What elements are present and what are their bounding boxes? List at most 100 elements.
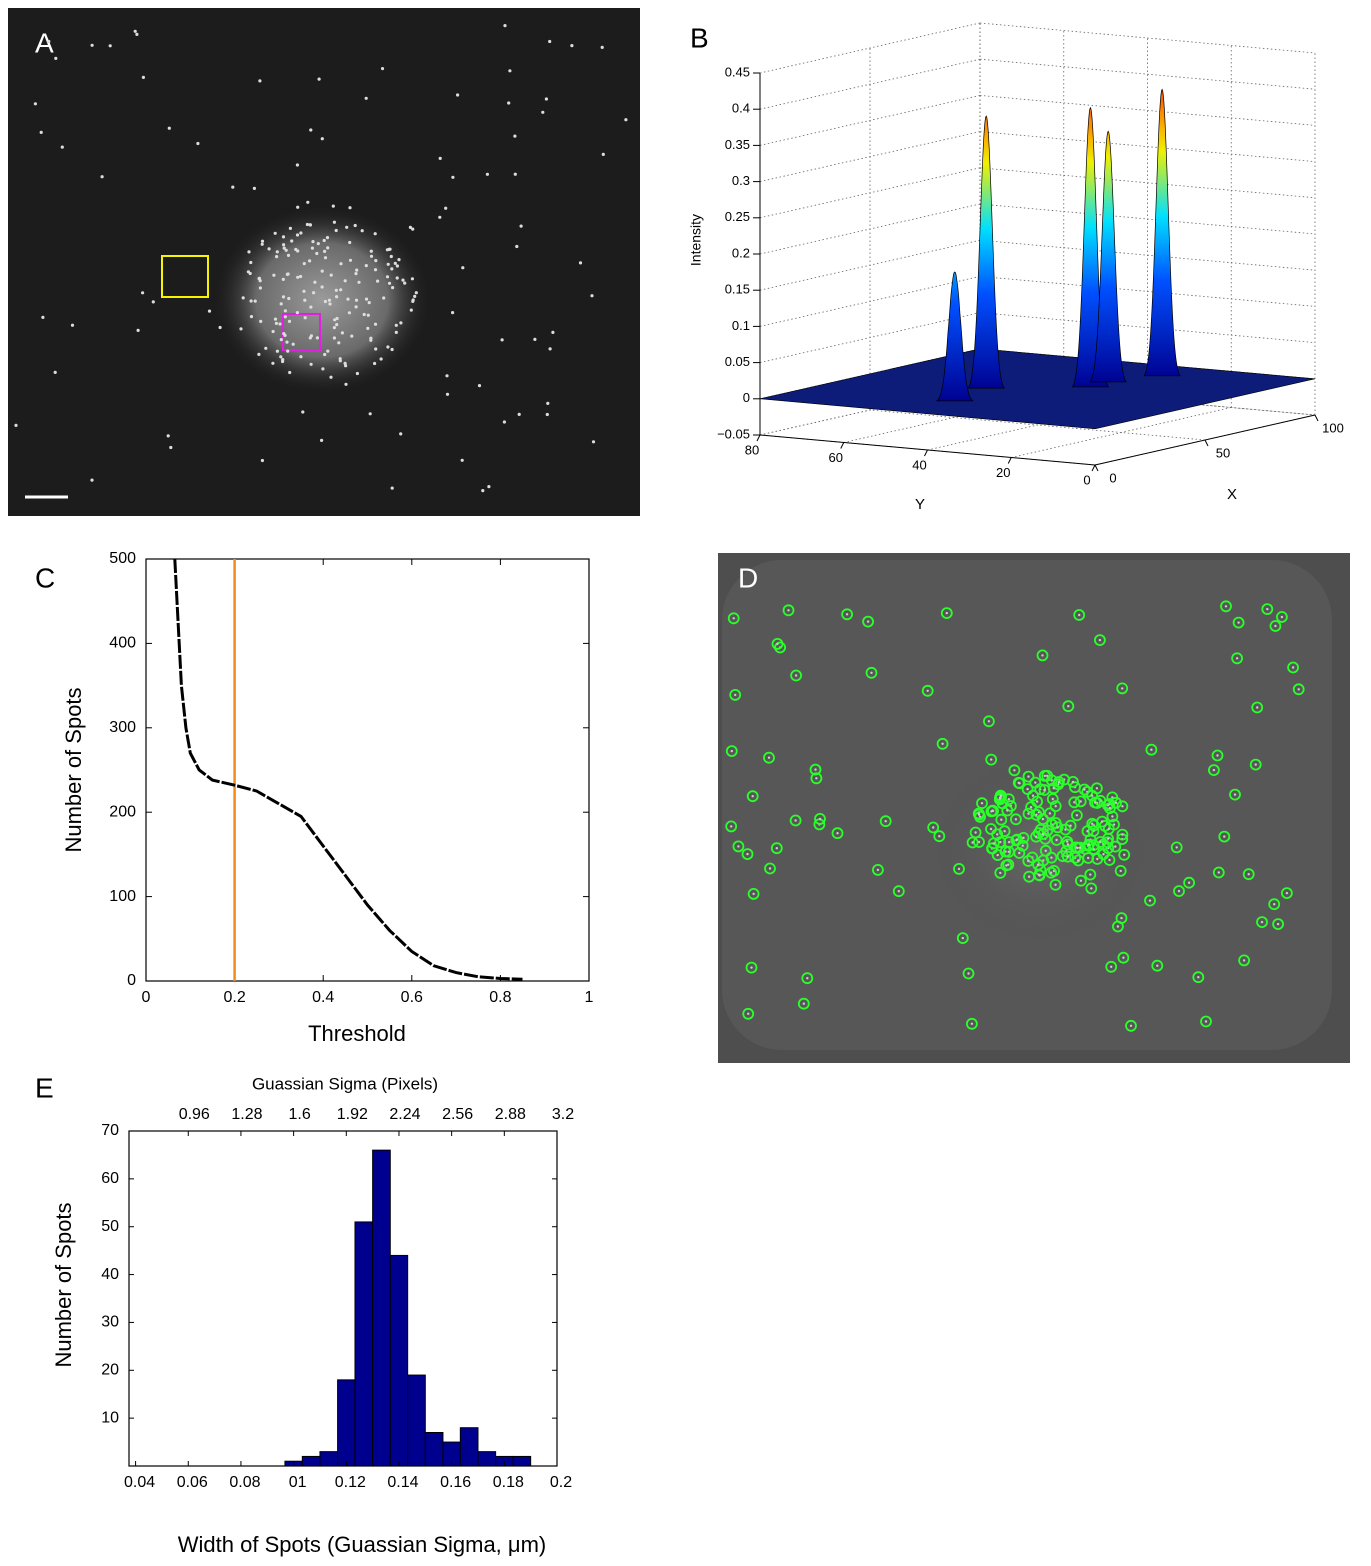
spot-center	[1121, 833, 1124, 836]
spot-center	[1007, 863, 1010, 866]
x-tick-label: 0.14	[387, 1474, 418, 1491]
spot	[347, 311, 351, 315]
spot	[362, 312, 366, 317]
spot	[141, 75, 145, 79]
surface-peak	[967, 115, 1005, 389]
spot	[258, 286, 262, 290]
detected-spot	[1208, 764, 1220, 776]
spot-center	[1027, 775, 1030, 778]
spot-center	[974, 831, 977, 834]
spot	[327, 298, 331, 302]
detected-spot	[764, 862, 776, 875]
detected-spot	[1105, 960, 1118, 973]
spot-center	[1123, 853, 1126, 856]
spot	[399, 432, 403, 436]
detected-spot	[1048, 865, 1060, 877]
spot	[207, 309, 212, 313]
detected-spot	[1276, 611, 1288, 623]
histogram-bar	[319, 1451, 339, 1467]
spot-center	[1224, 605, 1228, 608]
spot-center	[1075, 814, 1079, 817]
spot-center	[1022, 836, 1025, 840]
detected-spot	[1062, 700, 1075, 713]
histogram-bar	[512, 1455, 532, 1467]
spot-center	[1233, 793, 1237, 796]
detected-spot	[921, 684, 934, 697]
spot	[218, 325, 222, 330]
spot-center	[967, 972, 970, 975]
detected-spot	[1211, 749, 1224, 762]
spot	[196, 141, 200, 146]
spot	[315, 336, 319, 340]
spot	[601, 152, 605, 156]
y-axis-label: Number of Spots	[51, 1202, 76, 1367]
detected-spot	[1145, 743, 1158, 756]
spot-center	[999, 794, 1002, 797]
spot-center	[1212, 768, 1216, 772]
detected-spot	[1144, 894, 1156, 907]
spot	[600, 45, 604, 50]
spot-center	[1083, 788, 1086, 791]
detected-spot	[746, 790, 759, 803]
spot	[367, 301, 371, 305]
y-tick-label: 20	[996, 465, 1010, 480]
spot-center	[1043, 774, 1047, 778]
spot	[252, 186, 256, 190]
detected-spot	[1151, 959, 1164, 972]
spot	[303, 316, 307, 320]
spot	[281, 358, 285, 362]
spot-center	[730, 749, 733, 753]
detected-spot	[747, 888, 760, 900]
spot	[354, 305, 358, 309]
spot	[391, 286, 395, 290]
detected-spot	[1017, 832, 1030, 844]
histogram-bar	[389, 1254, 409, 1467]
spot-center	[1148, 899, 1152, 902]
spot-center	[1256, 706, 1259, 709]
detected-spot	[983, 715, 995, 728]
detected-spot	[1016, 839, 1029, 852]
spot-center	[794, 819, 797, 822]
x2-tick-label: 2.56	[442, 1106, 473, 1123]
spot-center	[1015, 839, 1018, 842]
spot-center	[1091, 822, 1094, 825]
x2-tick-label: 1.92	[337, 1106, 368, 1123]
spot	[258, 279, 262, 283]
x-tick-label: 0.6	[401, 989, 423, 1006]
spot	[445, 392, 450, 396]
spot	[53, 370, 57, 374]
spot	[308, 336, 312, 340]
spot-center	[989, 827, 993, 831]
spot	[397, 258, 401, 262]
spot	[456, 93, 460, 97]
y-tick-label: 0	[127, 972, 136, 989]
spot	[345, 225, 349, 229]
spot-center	[1110, 965, 1113, 968]
spot-center	[1027, 859, 1030, 863]
spot	[326, 349, 330, 353]
detected-spot	[1029, 776, 1042, 789]
spot	[533, 337, 537, 341]
spot	[438, 156, 442, 160]
spot	[335, 295, 339, 299]
spot	[296, 249, 300, 253]
detected-spot	[810, 772, 823, 785]
detected-spot	[1094, 836, 1107, 848]
spot-center	[941, 742, 944, 745]
spot-center	[977, 813, 981, 816]
detected-spot	[1075, 874, 1087, 887]
spot-center	[836, 832, 839, 835]
detected-spot	[994, 791, 1006, 804]
z-tick-label: 0.4	[732, 101, 750, 116]
detected-spot	[1008, 764, 1021, 777]
spot	[299, 355, 303, 359]
spot	[411, 299, 415, 303]
detected-spot	[1010, 813, 1022, 826]
detected-spot	[1110, 796, 1122, 809]
spot	[339, 288, 343, 292]
spot	[353, 223, 357, 228]
detected-spot	[1049, 800, 1062, 813]
y-tick-label: 400	[109, 635, 136, 652]
spot	[590, 294, 594, 298]
spot-center	[767, 756, 771, 759]
